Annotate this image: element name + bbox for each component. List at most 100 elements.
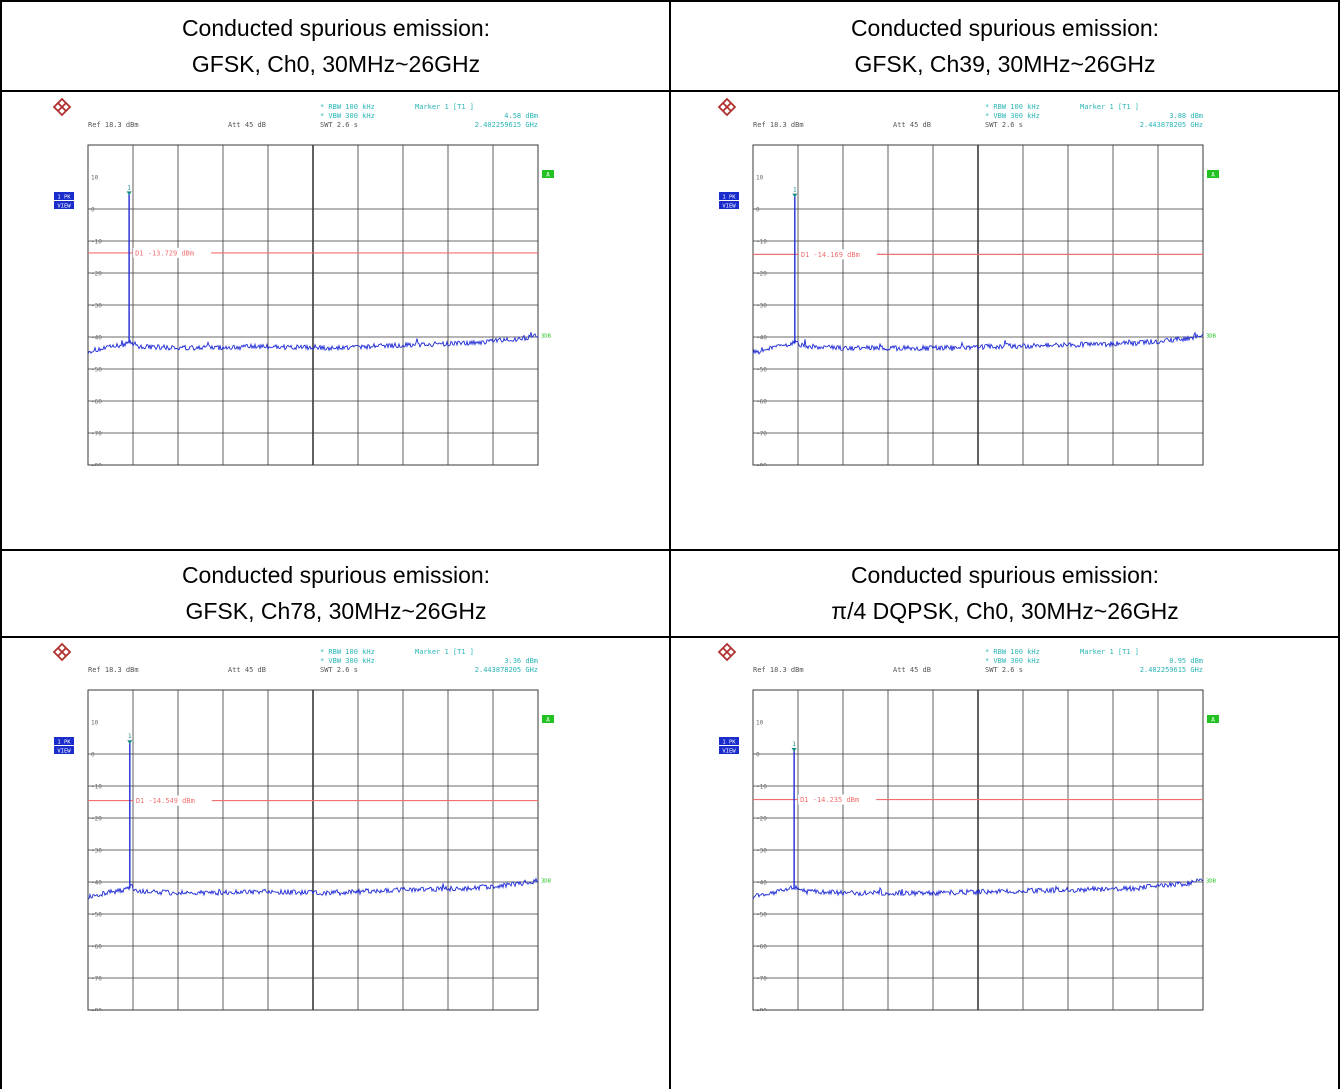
y-tick-label: -20 [91,816,102,823]
y-tick-label: -20 [91,271,102,278]
display-line-label-bg [798,249,877,260]
trace-indicator-label: A [546,172,550,179]
y-tick-label: -80 [756,1008,767,1012]
panel-caption-2: Conducted spurious emission: GFSK, Ch39,… [671,10,1339,82]
y-tick-label: 10 [756,175,764,182]
rbw-label: * RBW 100 kHz [985,103,1040,111]
rohde-schwarz-logo-icon [717,642,737,662]
y-tick-label: -60 [756,944,767,951]
logo-cross [57,102,67,112]
y-tick-label: 0 [91,207,95,214]
display-line-label-bg [798,794,877,805]
y-tick-label: -10 [756,784,767,791]
swt-label: SWT 2.6 s [985,121,1023,129]
caption-line-2: π/4 DQPSK, Ch0, 30MHz~26GHz [831,598,1179,624]
y-tick-label: -50 [91,367,102,374]
trace-indicator-badge [1207,170,1219,178]
table-border-right [1338,0,1340,1089]
ref-level-label: Ref 18.3 dBm [753,666,804,674]
panel-caption-1: Conducted spurious emission: GFSK, Ch0, … [2,10,670,82]
view-mode-label: VIEW [722,204,736,210]
swt-label: SWT 2.6 s [985,666,1023,674]
caption-line-2: GFSK, Ch39, 30MHz~26GHz [854,51,1156,77]
swt-label: SWT 2.6 s [320,666,358,674]
marker-triangle [792,193,798,198]
rbw-label: * RBW 100 kHz [320,103,375,111]
marker-number: 1 [792,741,796,748]
marker-title: Marker 1 [T1 ] [415,103,474,111]
trace-label: 3DB [541,878,552,884]
logo-diamond [52,642,72,662]
attenuation-label: Att 45 dB [228,121,266,129]
y-tick-label: -70 [756,976,767,983]
display-line-label: D1 -14.235 dBm [800,796,859,804]
y-tick-label: -40 [756,880,767,887]
logo-cross [722,647,732,657]
attenuation-label: Att 45 dB [893,666,931,674]
logo-cross [722,102,732,112]
y-tick-label: -80 [756,463,767,467]
y-tick-label: -30 [756,303,767,310]
view-mode-label: VIEW [57,749,71,755]
spectrum-trace [87,877,539,900]
trace-mode-badge [54,192,74,200]
display-line-label: D1 -14.549 dBm [136,797,195,805]
caption-line-1: Conducted spurious emission: [850,15,1160,41]
display-line-label: D1 -14.169 dBm [801,251,860,259]
display-line-label-bg [133,795,212,806]
trace-mode-label: 1 PK [722,740,736,746]
table-border-left [0,0,2,1089]
panel-caption-4: Conducted spurious emission: π/4 DQPSK, … [671,557,1339,629]
spectrum-trace [752,331,1204,355]
logo-diamond [52,97,72,117]
vbw-label: * VBW 300 kHz [985,112,1040,120]
y-tick-label: -80 [91,1008,102,1012]
caption-line-1: Conducted spurious emission: [181,562,491,588]
caption-line-1: Conducted spurious emission: [850,562,1160,588]
rohde-schwarz-logo-icon [717,97,737,117]
vbw-label: * VBW 300 kHz [320,657,375,665]
marker-title: Marker 1 [T1 ] [415,648,474,656]
y-tick-label: 10 [91,175,99,182]
y-tick-label: 10 [756,720,764,727]
trace-indicator-badge [542,170,554,178]
display-line-label-bg [133,247,212,258]
rbw-label: * RBW 100 kHz [985,648,1040,656]
logo-diamond [717,97,737,117]
marker-frequency: 2.443878205 GHz [1140,121,1203,129]
rohde-schwarz-logo-icon [52,642,72,662]
logo-cross [57,647,67,657]
marker-triangle [127,740,133,745]
vbw-label: * VBW 300 kHz [320,112,375,120]
trace-indicator-label: A [1211,717,1215,724]
vbw-label: * VBW 300 kHz [985,657,1040,665]
marker-number: 1 [128,733,132,740]
trace-label: 3DB [1206,878,1217,884]
trace-indicator-label: A [1211,172,1215,179]
trace-mode-badge [719,192,739,200]
view-mode-badge [54,746,74,754]
table-border-middle [669,0,671,1089]
caption-line-2: GFSK, Ch78, 30MHz~26GHz [185,598,487,624]
marker-title: Marker 1 [T1 ] [1080,103,1139,111]
y-tick-label: -10 [91,784,102,791]
marker-triangle [126,191,132,196]
panel-caption-3: Conducted spurious emission: GFSK, Ch78,… [2,557,670,629]
y-tick-label: -50 [756,367,767,374]
y-tick-label: -30 [756,848,767,855]
y-tick-label: -70 [91,976,102,983]
marker-level: 0.95 dBm [1169,657,1203,665]
marker-triangle [791,747,797,752]
caption-line-1: Conducted spurious emission: [181,15,491,41]
trace-mode-label: 1 PK [57,740,71,746]
y-tick-label: -20 [756,816,767,823]
spectrum-trace [752,878,1203,900]
y-tick-label: 0 [756,752,760,759]
trace-mode-badge [54,737,74,745]
caption-line-2: GFSK, Ch0, 30MHz~26GHz [191,51,481,77]
ref-level-label: Ref 18.3 dBm [753,121,804,129]
